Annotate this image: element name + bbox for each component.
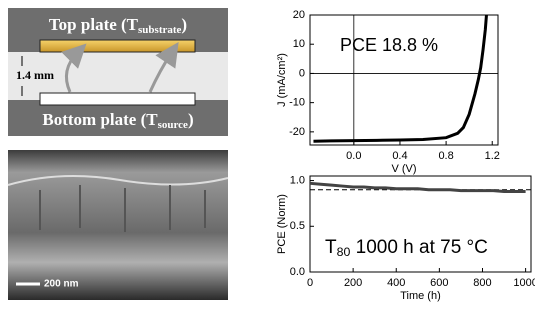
subscript: 80 — [337, 245, 351, 259]
y-tick-label: 10 — [293, 38, 305, 50]
y-tick-label: 0 — [299, 67, 305, 79]
x-tick-label: 400 — [387, 277, 405, 289]
x-tick-label: 0 — [307, 277, 313, 289]
x-tick-label: 0.4 — [392, 150, 407, 162]
y-tick-label: -10 — [289, 97, 305, 109]
gap-label: 1.4 mm — [16, 68, 54, 82]
label-text: ) — [188, 110, 194, 129]
annotation: T80 1000 h at 75 °C — [325, 237, 488, 259]
x-tick-label: 1.2 — [485, 150, 500, 162]
x-axis-label: V (V) — [391, 163, 416, 175]
figure: Top plate (Tsubstrate) 1.4 mm Bottom pla… — [0, 0, 535, 308]
subscript: source — [158, 119, 188, 131]
x-tick-label: 600 — [430, 277, 448, 289]
sem-image: 200 nm — [8, 150, 228, 300]
y-tick-label: 0.5 — [290, 220, 305, 232]
x-axis-label: Time (h) — [400, 290, 441, 302]
charts: 20 10 0 -10 -20 0.0 0.4 0.8 1.2 V (V) J (mA/cm²) PC… — [276, 9, 535, 302]
page: Top plate (Tsubstrate) 1.4 mm Bottom pla… — [0, 0, 535, 308]
y-tick-label: 20 — [293, 9, 305, 21]
y-tick-label: -20 — [289, 126, 305, 138]
x-tick-label: 800 — [473, 277, 491, 289]
label-text: Top plate (T — [49, 15, 139, 34]
y-tick-label: 1.0 — [290, 174, 305, 186]
subscript: substrate — [138, 24, 182, 36]
x-tick-label: 1000 — [513, 277, 535, 289]
scale-bar-label: 200 nm — [44, 279, 79, 290]
top-plate — [40, 40, 195, 52]
label-text: ) — [181, 15, 187, 34]
annotation-text: 1000 h at 75 °C — [350, 237, 488, 258]
x-tick-label: 0.0 — [346, 150, 361, 162]
schematic: Top plate (Tsubstrate) 1.4 mm Bottom pla… — [8, 8, 228, 136]
y-tick-label: 0.0 — [290, 266, 305, 278]
x-tick-label: 200 — [344, 277, 362, 289]
y-axis-label: J (mA/cm²) — [276, 53, 288, 107]
data-line — [310, 183, 526, 191]
label-text: Bottom plate (T — [42, 110, 158, 129]
y-axis-label: PCE (Norm) — [276, 194, 288, 254]
x-tick-label: 0.8 — [438, 150, 453, 162]
annotation: PCE 18.8 % — [340, 35, 438, 55]
bottom-plate — [40, 93, 195, 105]
annotation-text: T — [325, 237, 337, 258]
